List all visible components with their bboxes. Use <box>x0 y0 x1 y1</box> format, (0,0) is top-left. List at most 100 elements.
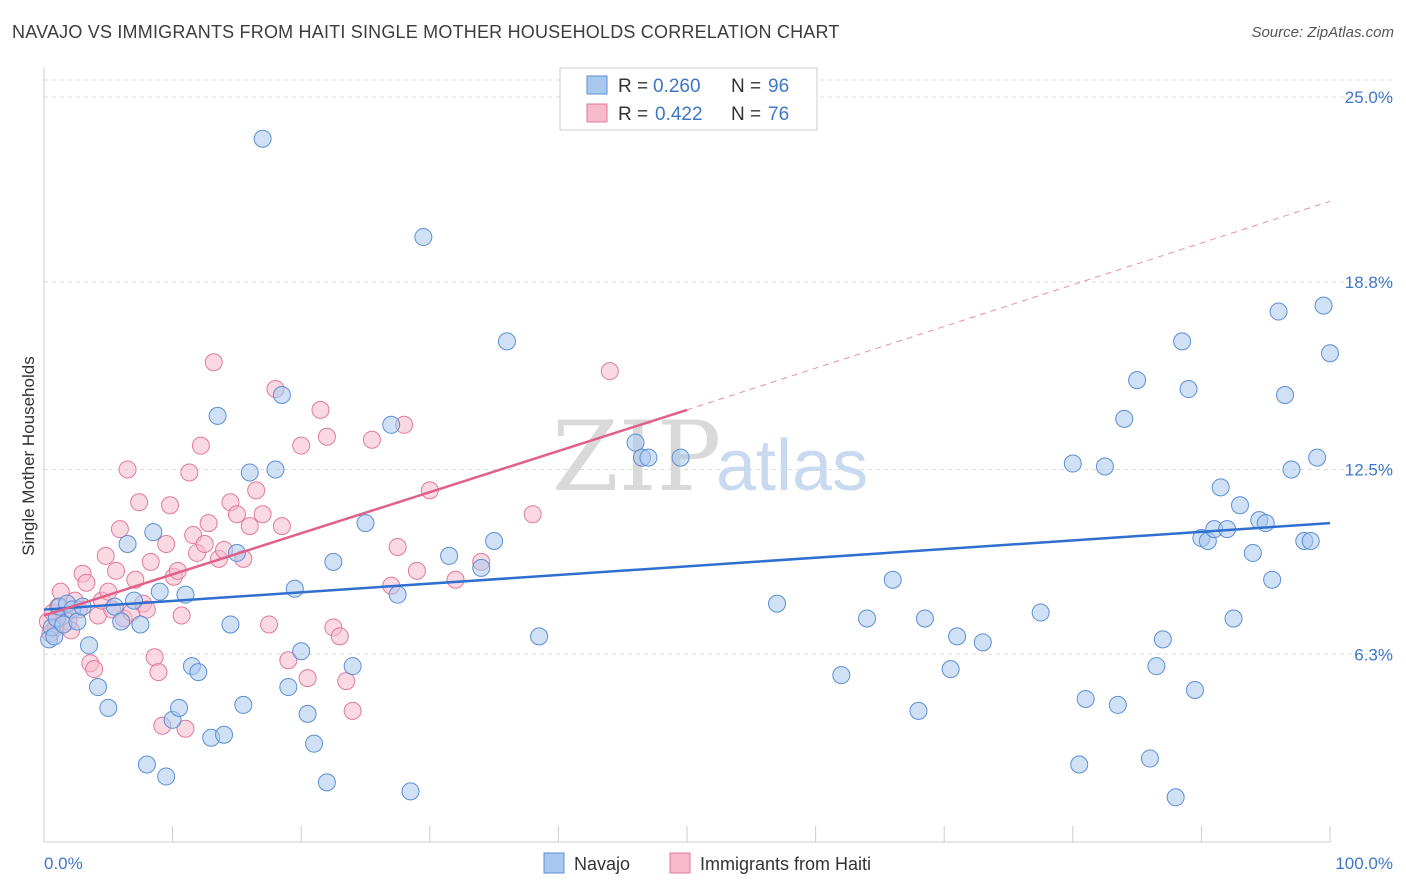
haiti-point <box>388 537 407 556</box>
navajo-point <box>1063 454 1082 473</box>
legend-haiti-n-value: 76 <box>768 104 789 125</box>
navajo-point <box>472 558 491 577</box>
source-label: Source: ZipAtlas.com <box>1251 24 1394 41</box>
navajo-point <box>1282 460 1301 479</box>
navajo-point <box>1301 532 1320 551</box>
haiti-point <box>523 505 542 524</box>
haiti-point <box>118 460 137 479</box>
haiti-point <box>292 436 311 455</box>
navajo-point <box>1243 543 1262 562</box>
navajo-point <box>1173 332 1192 351</box>
legend-navajo-r-value: 0.260 <box>653 76 701 97</box>
bottom-legend-haiti: Immigrants from Haiti <box>700 854 871 874</box>
navajo-point <box>1275 386 1294 404</box>
navajo-point <box>639 448 658 467</box>
haiti-point <box>107 561 126 580</box>
chart-title: NAVAJO VS IMMIGRANTS FROM HAITI SINGLE M… <box>12 22 840 42</box>
haiti-point <box>141 552 160 571</box>
navajo-point <box>915 609 934 628</box>
navajo-point <box>99 698 118 717</box>
navajo-point <box>909 701 928 720</box>
haiti-point <box>407 561 426 580</box>
navajo-point <box>137 755 156 774</box>
legend-haiti-n-label: N = <box>731 104 761 125</box>
navajo-point <box>125 591 144 610</box>
legend-haiti-r-label: R = <box>618 104 648 125</box>
bottom-legend-swatch-navajo <box>543 852 565 874</box>
navajo-point <box>1115 409 1134 428</box>
haiti-point <box>272 517 291 536</box>
y-tick-label: 25.0% <box>1345 88 1393 107</box>
navajo-point <box>1166 788 1185 807</box>
navajo-point <box>1308 448 1327 467</box>
navajo-point <box>1108 695 1127 714</box>
navajo-point <box>215 725 234 744</box>
navajo-point <box>112 612 131 631</box>
navajo-point <box>440 546 459 565</box>
haiti-point <box>600 362 619 381</box>
haiti-point <box>191 436 210 455</box>
navajo-point <box>1211 478 1230 497</box>
haiti-point <box>180 463 199 482</box>
haiti-point <box>240 517 259 536</box>
y-tick-label: 6.3% <box>1354 645 1393 664</box>
navajo-point <box>234 695 253 714</box>
legend-navajo-n-label: N = <box>731 76 761 97</box>
haiti-point <box>145 648 164 667</box>
navajo-point <box>1269 302 1288 321</box>
navajo-point <box>1314 296 1333 315</box>
navajo-point <box>1147 657 1166 676</box>
navajo-point <box>1230 496 1249 515</box>
navajo-point <box>768 594 787 613</box>
navajo-point <box>150 582 169 601</box>
navajo-point <box>832 666 851 685</box>
navajo-point <box>883 570 902 589</box>
navajo-point <box>1321 344 1339 363</box>
haiti-point <box>317 427 336 446</box>
navajo-point <box>131 615 150 634</box>
haiti-point <box>85 660 104 679</box>
navajo-point <box>497 332 516 351</box>
navajo-point <box>343 657 362 676</box>
navajo-point <box>948 627 967 646</box>
haiti-point <box>199 514 218 533</box>
x-tick-labels: 0.0% 100.0% <box>44 854 1393 873</box>
navajo-point <box>356 514 375 533</box>
navajo-point <box>1224 609 1243 628</box>
navajo-point <box>279 678 298 697</box>
navajo-point <box>530 627 549 646</box>
navajo-point <box>1095 457 1114 476</box>
haiti-point <box>176 719 195 738</box>
haiti-point <box>362 430 381 449</box>
y-tick-labels: 6.3% 12.5% 18.8% 25.0% <box>1345 88 1393 664</box>
navajo-point <box>253 129 272 148</box>
haiti-point <box>110 520 129 539</box>
haiti-point <box>260 615 279 634</box>
haiti-trend-extension <box>686 200 1331 411</box>
bottom-legend: Navajo Immigrants from Haiti <box>543 852 871 874</box>
navajo-point <box>485 532 504 551</box>
y-tick-label: 18.8% <box>1345 273 1393 292</box>
navajo-point <box>272 386 291 404</box>
haiti-point <box>298 669 317 688</box>
watermark-atlas: atlas <box>716 426 868 506</box>
navajo-point <box>858 609 877 628</box>
navajo-points <box>40 111 1339 807</box>
legend-navajo-n-value: 96 <box>768 76 789 97</box>
navajo-point <box>298 704 317 723</box>
legend-swatch-navajo <box>586 75 608 95</box>
haiti-point <box>311 400 330 419</box>
y-tick-label: 12.5% <box>1345 461 1393 480</box>
grid-lines <box>44 79 1392 655</box>
haiti-point <box>172 606 191 625</box>
haiti-point <box>337 672 356 691</box>
haiti-point <box>137 600 156 619</box>
haiti-point <box>204 353 223 372</box>
haiti-point <box>330 627 349 646</box>
haiti-point <box>253 505 272 524</box>
navajo-point <box>170 698 189 717</box>
navajo-point <box>1185 681 1204 700</box>
navajo-point <box>671 448 690 467</box>
navajo-point <box>144 523 163 542</box>
